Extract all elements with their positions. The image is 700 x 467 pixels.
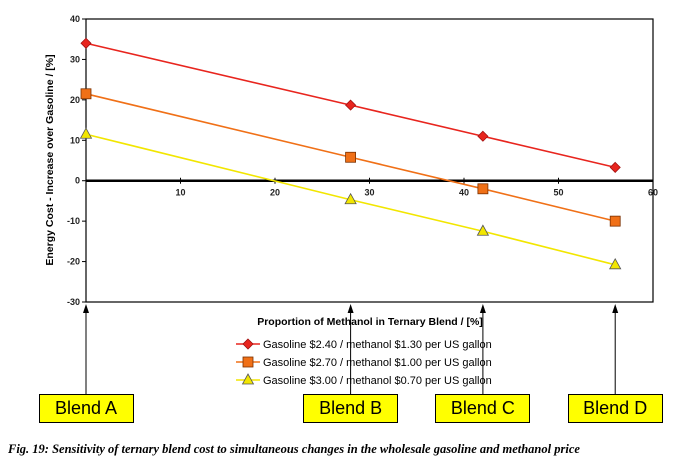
- marker-triangle: [609, 257, 622, 270]
- marker-diamond: [477, 130, 489, 142]
- marker-triangle: [344, 192, 357, 205]
- marker-square: [345, 151, 357, 163]
- series-group: [79, 37, 622, 270]
- y-tick-label: 30: [70, 54, 80, 64]
- blend-arrow-head: [612, 304, 619, 313]
- x-tick-label: 40: [459, 188, 469, 198]
- marker-square: [242, 356, 254, 368]
- blend-label: Blend B: [303, 394, 399, 423]
- series-line: [85, 93, 616, 222]
- blend-label: Blend D: [567, 394, 663, 423]
- x-tick-label: 60: [648, 188, 658, 198]
- marker-triangle: [476, 224, 490, 236]
- marker-diamond: [345, 99, 357, 111]
- x-tick-label: 30: [364, 188, 374, 198]
- blend-label: Blend C: [435, 394, 531, 423]
- y-tick-label: -30: [67, 297, 80, 307]
- blend-arrow-head: [479, 304, 486, 313]
- y-axis-ticks: 40 30 20 10 0 -10 -20 -30: [67, 14, 86, 307]
- chart: 40 30 20 10 0 -10 -20 -30 10 20 30 40 50 60 Proporti…: [44, 14, 658, 394]
- x-tick-label: 50: [553, 188, 563, 198]
- marker-square: [80, 88, 92, 100]
- y-tick-label: 40: [70, 14, 80, 24]
- blend-arrow-head: [347, 304, 354, 313]
- marker-diamond: [80, 37, 92, 49]
- marker-triangle: [241, 373, 255, 385]
- x-tick-label: 10: [175, 188, 185, 198]
- blend-arrow-head: [83, 304, 89, 313]
- series-line: [85, 42, 616, 169]
- x-axis-title: Proportion of Methanol in Ternary Blend …: [257, 316, 483, 328]
- marker-diamond: [609, 161, 621, 173]
- y-axis-title: Energy Cost - Increase over Gasoline / […: [44, 54, 56, 265]
- series-line: [85, 133, 616, 266]
- plot-area: [85, 18, 654, 303]
- marker-square: [609, 215, 621, 227]
- y-tick-label: 20: [70, 95, 80, 105]
- y-tick-label: 0: [75, 176, 80, 186]
- legend-label: Gasoline $3.00 / methanol $0.70 per US g…: [263, 375, 492, 387]
- y-tick-label: -20: [67, 257, 80, 267]
- legend-label: Gasoline $2.70 / methanol $1.00 per US g…: [263, 357, 492, 369]
- blend-label: Blend A: [38, 394, 134, 423]
- y-tick-label: -10: [67, 216, 80, 226]
- marker-square: [477, 183, 489, 195]
- legend-label: Gasoline $2.40 / methanol $1.30 per US g…: [263, 339, 492, 351]
- marker-triangle: [79, 127, 93, 139]
- y-tick-label: 10: [70, 135, 80, 145]
- figure-caption: Fig. 19: Sensitivity of ternary blend co…: [8, 442, 580, 456]
- legend: Gasoline $2.40 / methanol $1.30 per US g…: [236, 338, 492, 387]
- marker-diamond: [242, 338, 254, 350]
- blend-arrows: [83, 304, 619, 394]
- x-tick-label: 20: [270, 188, 280, 198]
